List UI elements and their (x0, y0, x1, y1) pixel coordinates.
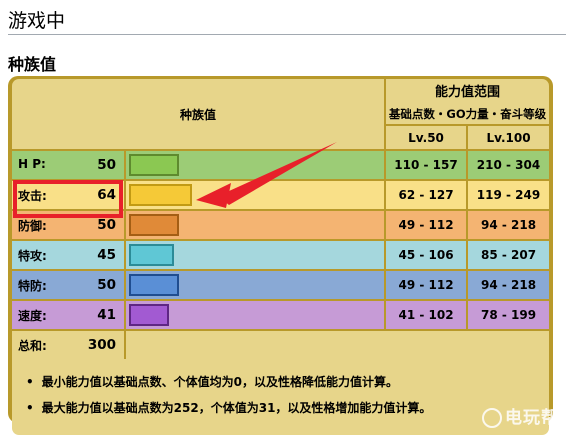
stat-row: 特防: 50 49 - 112 94 - 218 (12, 271, 550, 301)
stat-range-lv50: 49 - 112 (386, 271, 469, 301)
stat-range-lv100: 210 - 304 (468, 151, 550, 181)
header-base-stats: 种族值 (12, 79, 387, 151)
stat-value: 50 (97, 216, 116, 233)
section-divider (8, 34, 566, 35)
stat-bar-cell (126, 241, 387, 271)
stat-range-lv100: 94 - 218 (468, 211, 550, 241)
stat-range-lv100: 94 - 218 (468, 271, 550, 301)
stat-bar (129, 244, 174, 266)
header-stat-range: 能力值范围 基础点数・GO力量・奋斗等级 (386, 79, 550, 126)
stat-row: H P: 50 110 - 157 210 - 304 (12, 151, 550, 181)
stat-bar-cell (126, 151, 387, 181)
section-title: 游戏中 (8, 10, 66, 32)
stat-value: 50 (97, 157, 116, 173)
stat-name: 防御: (18, 218, 47, 233)
stat-name: 特攻: (18, 248, 47, 263)
stat-range-lv50: 49 - 112 (386, 211, 469, 241)
stat-bar (129, 274, 179, 296)
stat-name: H P: (18, 157, 46, 171)
watermark-logo-icon (482, 408, 502, 428)
watermark: 电玩帮 (482, 403, 559, 428)
stat-range-lv50: 41 - 102 (386, 301, 469, 331)
stat-row: 速度: 41 41 - 102 78 - 199 (12, 301, 550, 331)
stat-bar-cell (126, 211, 387, 241)
stat-name: 攻击: (18, 188, 47, 203)
total-cell: 总和: 300 (12, 331, 126, 359)
highlight-box (13, 180, 123, 218)
stat-range-lv50: 62 - 127 (386, 181, 469, 211)
header-range-subtitle: 基础点数・GO力量・奋斗等级 (388, 107, 547, 121)
note-item: 最大能力值以基础点数为252，个体值为31，以及性格增加能力值计算。 (26, 399, 539, 416)
stat-label-cell: 速度: 41 (12, 301, 126, 331)
watermark-text: 电玩帮 (505, 408, 559, 428)
stat-name: 特防: (18, 278, 47, 293)
stat-range-lv50: 110 - 157 (386, 151, 469, 181)
stat-value: 41 (97, 306, 116, 323)
notes-list: 最小能力值以基础点数、个体值均为0，以及性格降低能力值计算。 最大能力值以基础点… (26, 373, 539, 416)
stat-bar-cell (126, 301, 387, 331)
base-stats-table: 种族值 能力值范围 基础点数・GO力量・奋斗等级 Lv.50 Lv.100 H … (12, 79, 550, 435)
stat-range-lv50: 45 - 106 (386, 241, 469, 271)
stat-bar-cell (126, 271, 387, 301)
stat-range-lv100: 119 - 249 (468, 181, 550, 211)
stat-label-cell: 特防: 50 (12, 271, 126, 301)
stat-row: 特攻: 45 45 - 106 85 - 207 (12, 241, 550, 271)
header-lv100: Lv.100 (468, 126, 550, 151)
stat-label-cell: 攻击: 64 (12, 181, 126, 211)
stat-range-lv100: 78 - 199 (468, 301, 550, 331)
header-range-title: 能力值范围 (435, 85, 501, 100)
stat-bar (129, 304, 169, 326)
stat-bar (129, 214, 179, 236)
stat-value: 45 (97, 246, 116, 263)
notes-cell: 最小能力值以基础点数、个体值均为0，以及性格降低能力值计算。 最大能力值以基础点… (12, 359, 550, 435)
stat-range-lv100: 85 - 207 (468, 241, 550, 271)
total-value: 300 (87, 336, 116, 353)
stat-name: 速度: (18, 308, 47, 323)
stat-value: 64 (97, 186, 116, 203)
stat-value: 50 (97, 276, 116, 293)
note-item: 最小能力值以基础点数、个体值均为0，以及性格降低能力值计算。 (26, 373, 539, 390)
subsection-title: 种族值 (8, 55, 57, 74)
total-label: 总和: (18, 338, 47, 353)
header-lv50: Lv.50 (386, 126, 469, 151)
stat-bar (129, 154, 179, 176)
total-row: 总和: 300 (12, 331, 550, 359)
stat-label-cell: 特攻: 45 (12, 241, 126, 271)
base-stats-panel: 种族值 能力值范围 基础点数・GO力量・奋斗等级 Lv.50 Lv.100 H … (8, 76, 553, 435)
stat-bar (129, 184, 192, 206)
